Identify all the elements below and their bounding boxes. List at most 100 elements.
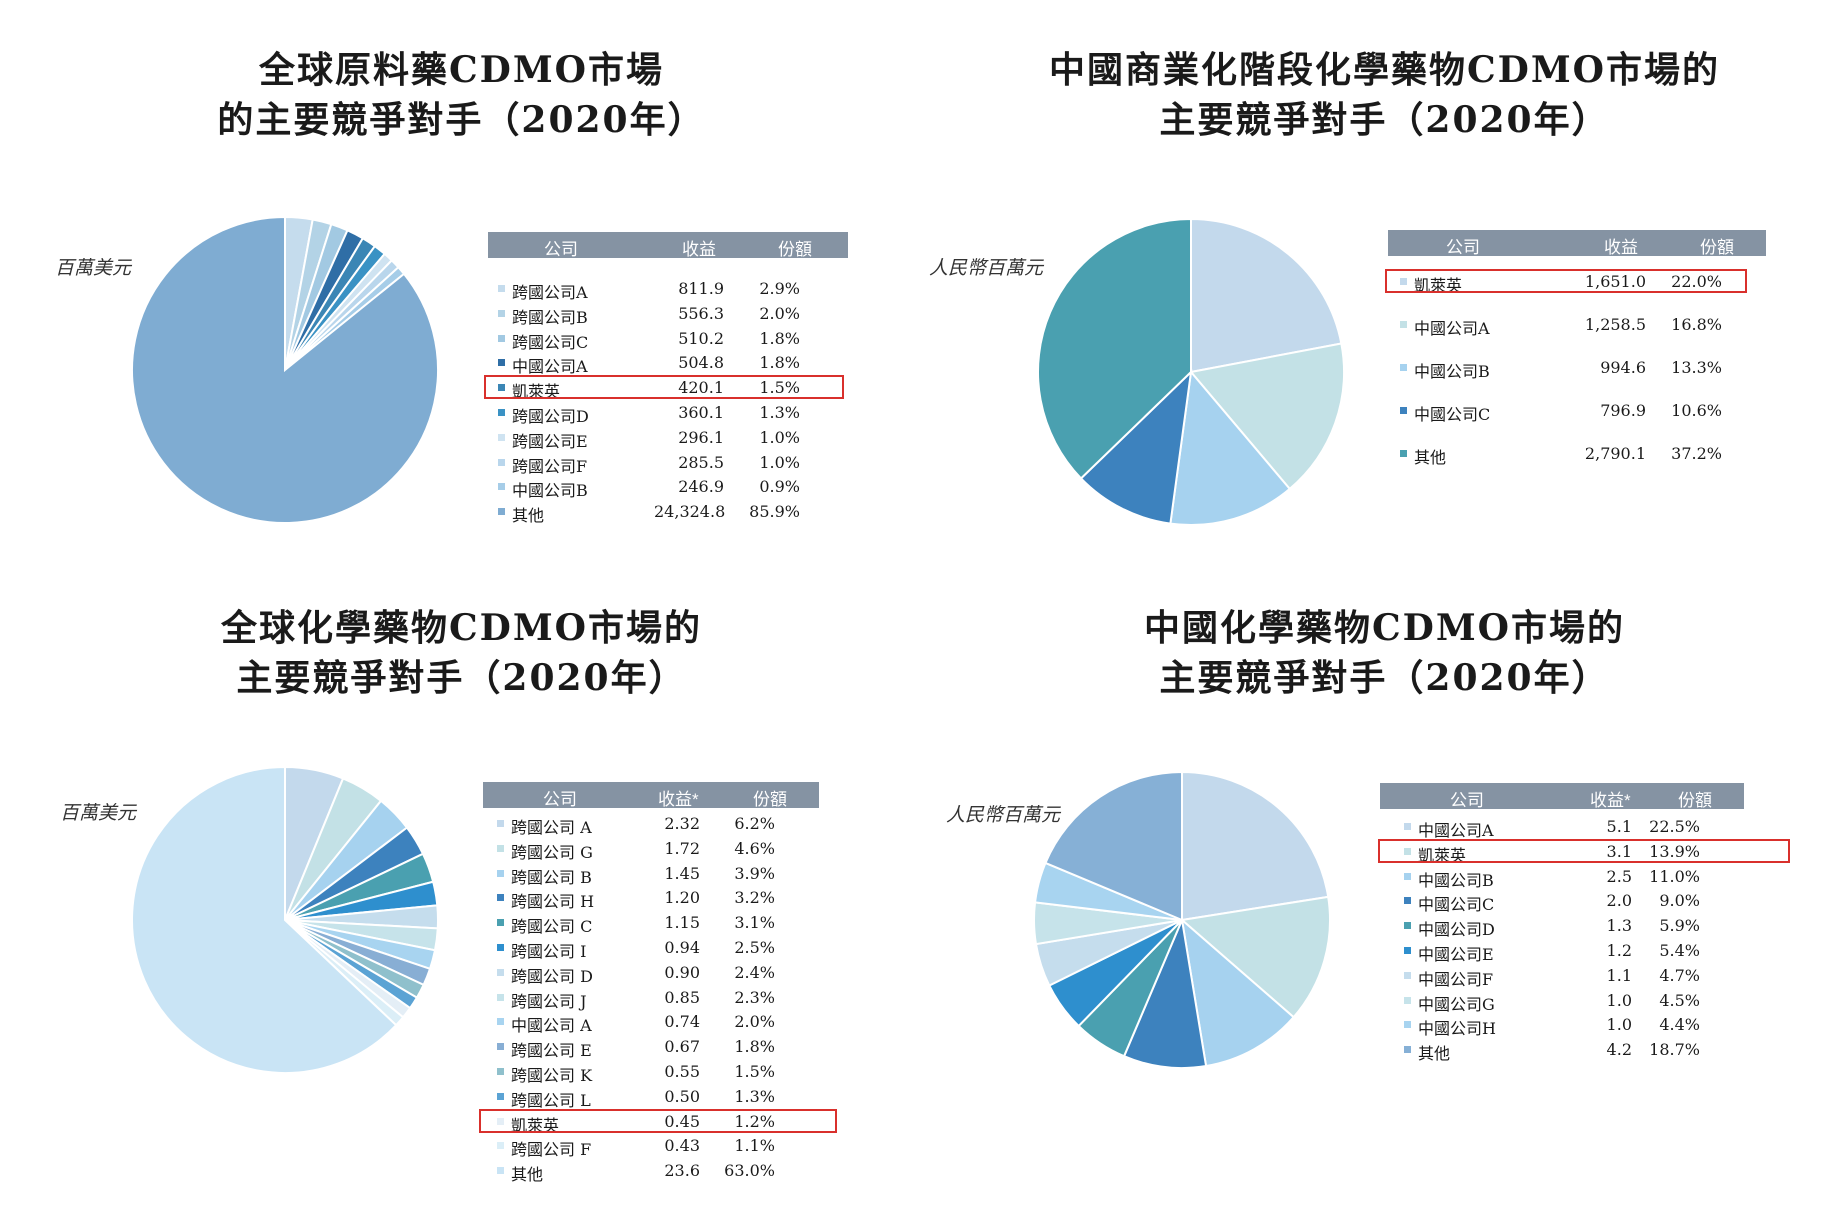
revenue-value: 811.9	[678, 279, 724, 298]
share-value: 16.8%	[1671, 315, 1722, 334]
unit-label: 人民幣百萬元	[929, 257, 1044, 279]
revenue-value: 1.72	[664, 838, 700, 858]
share-value: 2.0%	[734, 1012, 775, 1032]
table-row: 其他 2,790.1 37.2%	[1388, 442, 1766, 467]
legend-swatch	[497, 1117, 504, 1125]
chart-title: 中國商業化階段化學藥物CDMO市場的 主要競爭對手（2020年）	[923, 45, 1846, 145]
company-name: 跨國公司 G	[511, 842, 593, 862]
company-name: 跨國公司 L	[511, 1090, 591, 1110]
legend-swatch	[497, 919, 504, 927]
chart-title-line: 主要競爭對手（2020年）	[236, 657, 687, 699]
share-value: 11.0%	[1649, 866, 1700, 886]
pie-slice	[1044, 770, 1183, 922]
company-name: 跨國公司 A	[511, 818, 592, 837]
table-row: 凱萊英 3.1 13.9%	[1380, 840, 1744, 865]
highlight-box	[479, 1108, 837, 1133]
revenue-value: 1.0	[1606, 990, 1632, 1010]
share-value: 1.8%	[759, 328, 800, 348]
table-row: 凱萊英 1,651.0 22.0%	[1388, 270, 1766, 295]
highlight-box	[1385, 269, 1747, 293]
legend-swatch	[497, 869, 504, 877]
revenue-value: 1.45	[664, 863, 700, 883]
header-share: 份額	[1678, 791, 1712, 810]
table-row: 跨國公司 C 1.15 3.1%	[483, 911, 819, 936]
table-row: 中國公司C 2.0 9.0%	[1380, 889, 1744, 914]
header-revenue: 收益	[1604, 238, 1638, 257]
legend-swatch	[1404, 872, 1411, 880]
share-value: 37.2%	[1671, 444, 1722, 463]
table-row: 跨國公司 F 0.43 1.1%	[483, 1134, 819, 1159]
legend-swatch	[497, 1092, 504, 1100]
company-name: 跨國公司B	[512, 307, 588, 327]
revenue-value: 1,651.0	[1584, 272, 1646, 291]
company-name: 其他	[512, 506, 545, 526]
legend-swatch	[1400, 364, 1407, 371]
revenue-value: 0.43	[664, 1136, 700, 1156]
table-row: 跨國公司A 811.9 2.9%	[488, 277, 848, 302]
revenue-value: 296.1	[678, 427, 724, 447]
company-name: 中國公司B	[1418, 870, 1494, 890]
chart-title: 全球原料藥CDMO市場 的主要競爭對手（2020年）	[0, 45, 923, 145]
pie-chart	[1033, 770, 1331, 1069]
revenue-value: 24,324.8	[654, 502, 726, 522]
share-value: 4.6%	[734, 838, 775, 858]
company-name: 跨國公司 D	[511, 966, 593, 986]
company-name: 其他	[1414, 448, 1447, 467]
table-row: 凱萊英 420.1 1.5%	[488, 376, 848, 401]
unit-label: 人民幣百萬元	[946, 804, 1061, 826]
pie-chart	[1037, 217, 1345, 526]
share-value: 1.3%	[734, 1086, 775, 1106]
share-value: 1.8%	[734, 1037, 775, 1057]
pie-slice	[1169, 369, 1292, 526]
revenue-value: 3.1	[1606, 841, 1632, 861]
unit-label: 百萬美元	[55, 257, 132, 279]
pie-slice	[1181, 770, 1330, 922]
company-name: 跨國公司C	[512, 332, 589, 352]
legend-swatch	[1404, 1046, 1411, 1054]
table-row: 中國公司F 1.1 4.7%	[1380, 964, 1744, 989]
revenue-value: 420.1	[678, 378, 724, 398]
revenue-value: 0.55	[664, 1062, 700, 1081]
chart-title: 全球化學藥物CDMO市場的 主要競爭對手（2020年）	[0, 603, 923, 703]
table-row: 中國公司D 1.3 5.9%	[1380, 914, 1744, 939]
share-value: 2.4%	[734, 962, 775, 982]
revenue-value: 1,258.5	[1584, 315, 1646, 334]
unit-label: 百萬美元	[60, 802, 137, 824]
legend-swatch	[1404, 1021, 1411, 1029]
legend-swatch	[1404, 996, 1411, 1004]
chart-title: 中國化學藥物CDMO市場的 主要競爭對手（2020年）	[923, 603, 1846, 703]
share-value: 6.2%	[734, 814, 775, 833]
share-value: 3.2%	[734, 888, 775, 908]
table-header: 公司 收益* 份額	[483, 782, 819, 809]
legend-swatch	[498, 309, 505, 317]
revenue-value: 0.67	[664, 1037, 700, 1057]
legend-swatch	[497, 993, 504, 1001]
share-value: 0.9%	[759, 477, 800, 497]
share-value: 1.0%	[759, 452, 800, 472]
revenue-value: 2.32	[664, 814, 700, 833]
company-name: 跨國公司F	[512, 456, 588, 476]
revenue-value: 5.1	[1606, 817, 1632, 836]
revenue-value: 1.15	[664, 913, 700, 933]
pie-slice	[1037, 217, 1192, 480]
chart-panel-global-chemical: 全球化學藥物CDMO市場的 主要競爭對手（2020年） 百萬美元 公司 收益* 份額…	[0, 590, 923, 1184]
chart-title-line: 主要競爭對手（2020年）	[1159, 657, 1610, 699]
legend-swatch	[497, 820, 504, 827]
legend-swatch	[1404, 823, 1411, 830]
share-value: 3.9%	[734, 863, 775, 883]
table-row: 中國公司A 5.1 22.5%	[1380, 815, 1744, 840]
share-value: 1.3%	[759, 403, 800, 422]
company-name: 跨國公司 F	[511, 1140, 592, 1160]
share-value: 22.0%	[1671, 272, 1722, 291]
share-value: 85.9%	[749, 502, 800, 522]
chart-panel-china-chemical: 中國化學藥物CDMO市場的 主要競爭對手（2020年） 人民幣百萬元 公司 收益*…	[923, 590, 1846, 1180]
table-row: 跨國公司 L 0.50 1.3%	[483, 1085, 819, 1110]
share-value: 1.1%	[734, 1136, 775, 1156]
pie-chart	[131, 765, 439, 1074]
table-row: 中國公司E 1.2 5.4%	[1380, 939, 1744, 964]
revenue-value: 2,790.1	[1584, 444, 1646, 463]
legend-swatch	[497, 1068, 504, 1075]
header-revenue: 收益	[682, 240, 716, 259]
share-value: 18.7%	[1649, 1040, 1700, 1060]
legend-swatch	[1404, 971, 1411, 979]
